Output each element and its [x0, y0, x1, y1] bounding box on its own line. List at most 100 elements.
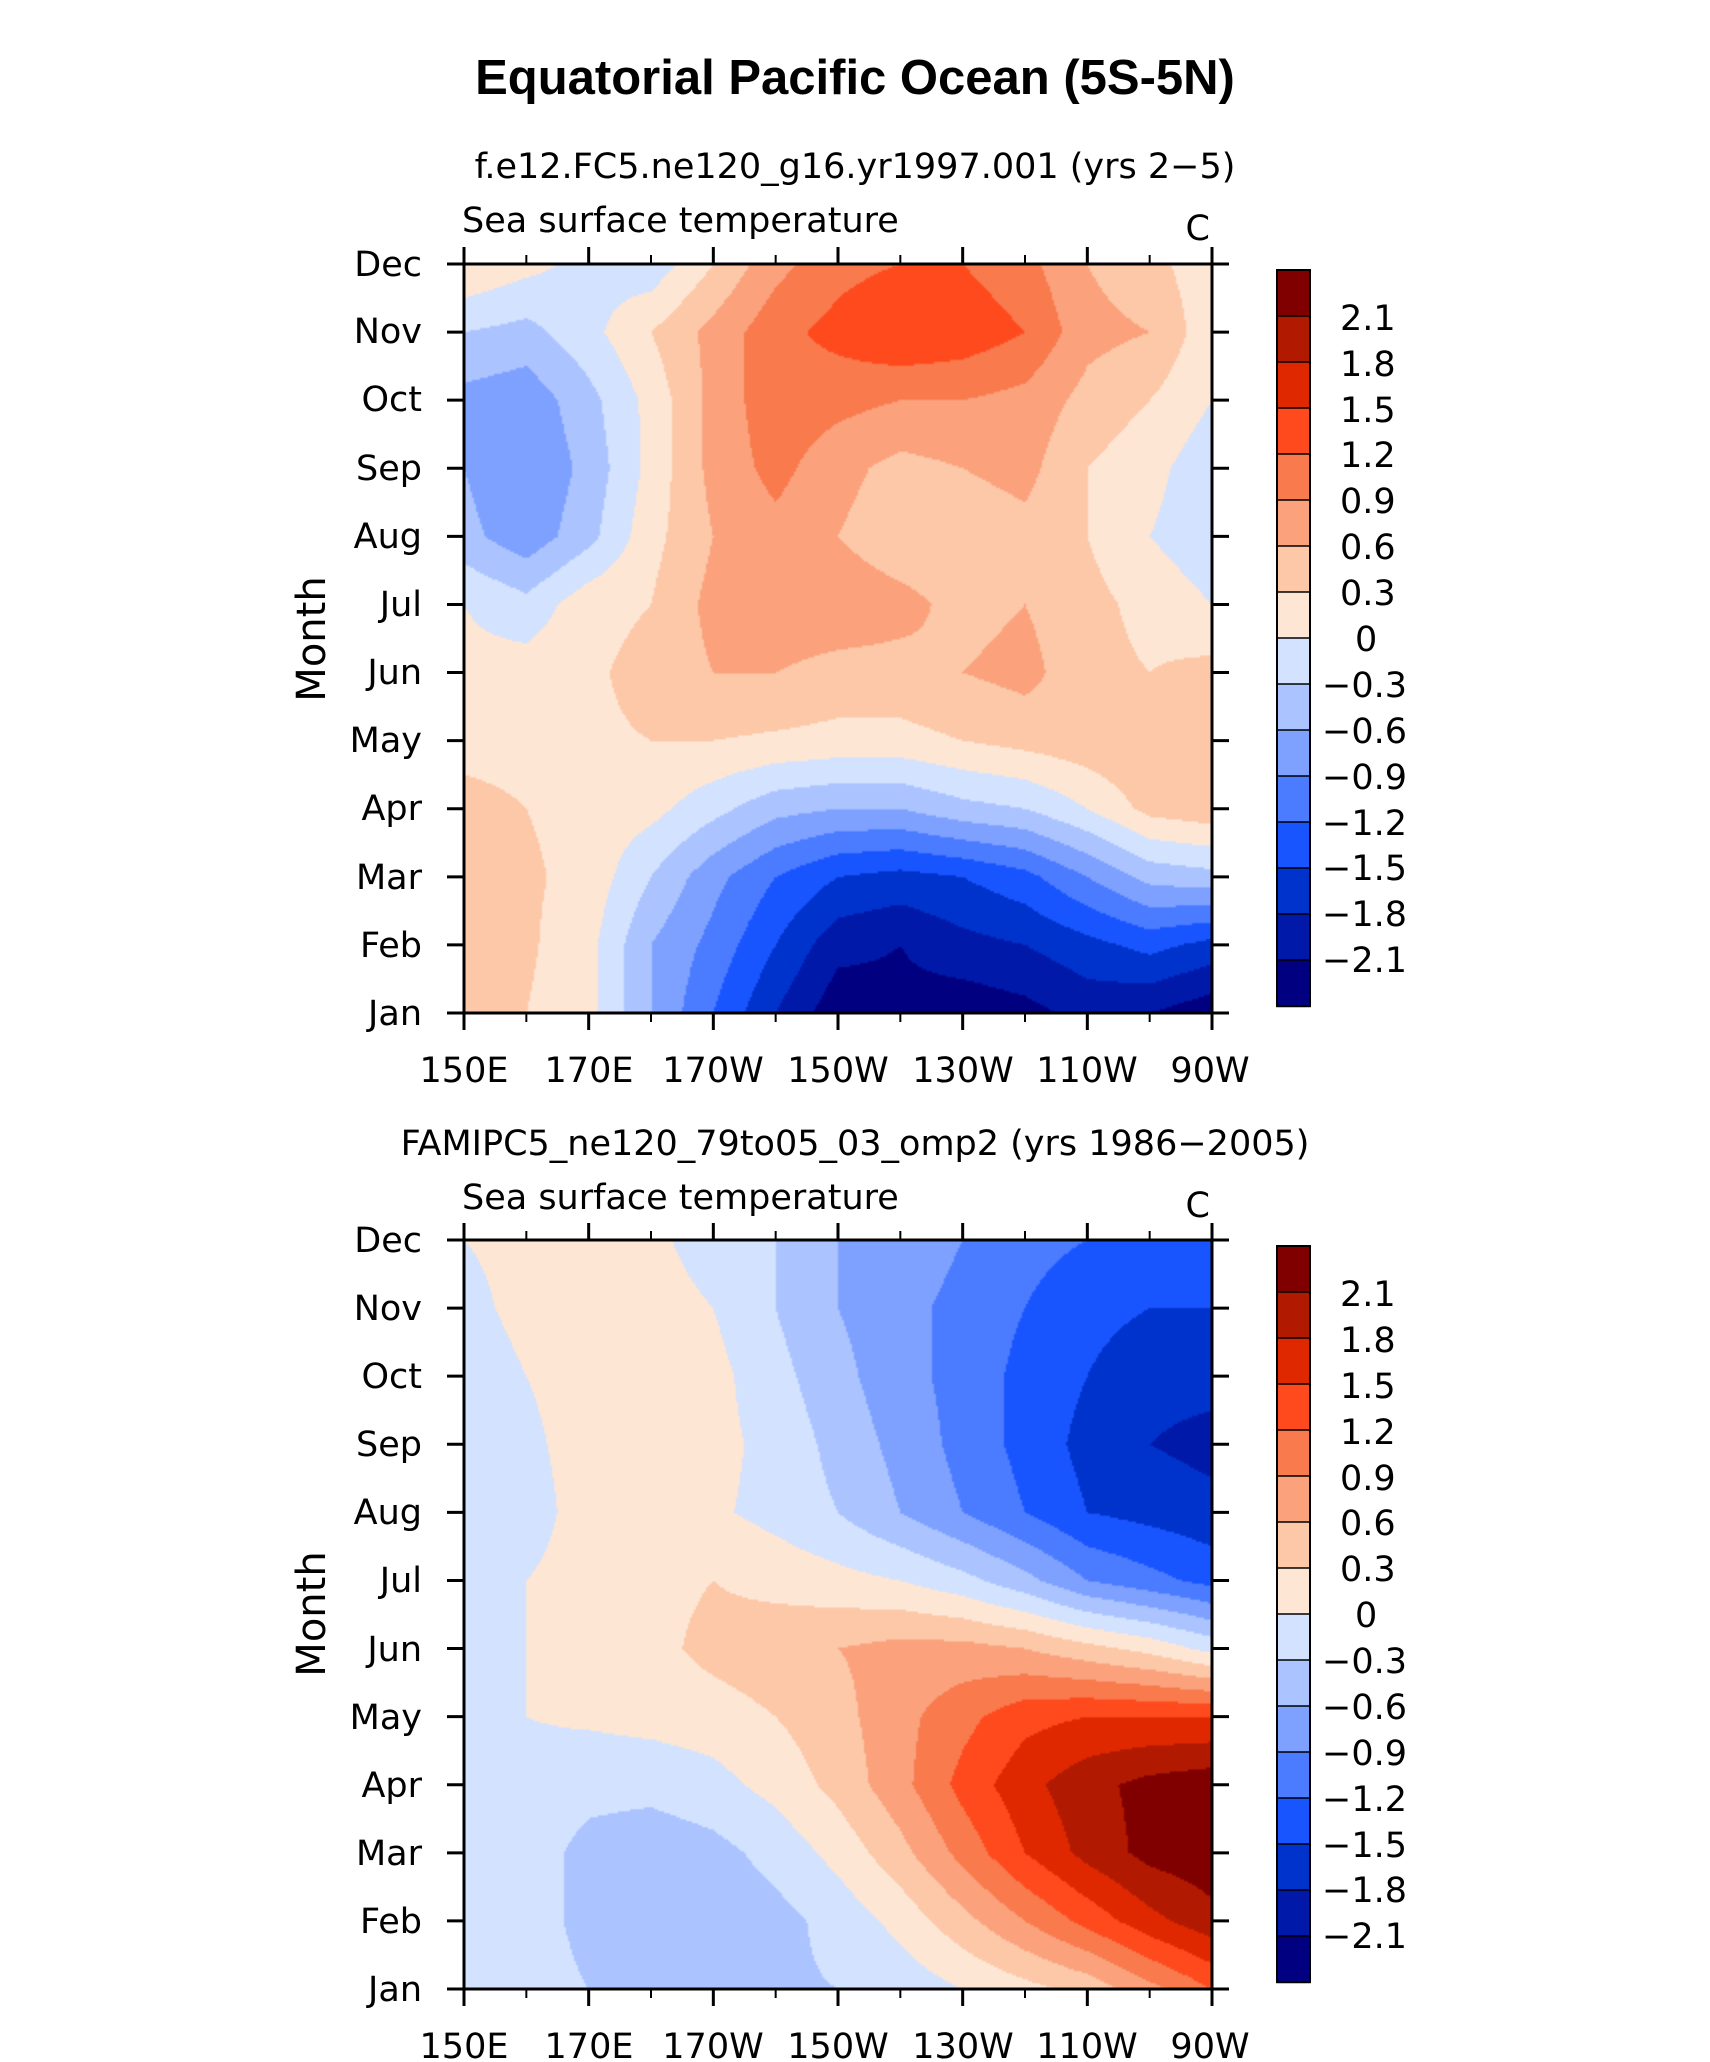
colorbar-box	[1276, 637, 1311, 686]
panel-1-colorbar-label: 0.9	[1340, 482, 1396, 522]
panel-2-ticks	[447, 1223, 1229, 2006]
panel-2-x-tick-label: 130W	[912, 2027, 1013, 2062]
colorbar-box	[1276, 1613, 1311, 1662]
panel-2-y-tick-label: Oct	[361, 1357, 422, 1397]
panel-2-y-tick-label: Mar	[356, 1834, 423, 1874]
panel-2-y-tick-label: Apr	[361, 1766, 422, 1806]
colorbar-box	[1276, 913, 1311, 962]
panel-1-colorbar-label: −1.8	[1322, 895, 1407, 935]
panel-2-y-tick-label: Feb	[360, 1902, 422, 1942]
panel-2-y-tick-label: Jul	[378, 1561, 422, 1601]
colorbar-box	[1276, 1245, 1311, 1294]
panel-2-y-tick-labels: Jan Feb Mar Apr May Jun Jul Aug Sep Oct …	[350, 1221, 423, 2010]
colorbar-box	[1276, 1751, 1311, 1800]
panel-1-y-tick-label: Nov	[354, 312, 422, 352]
colorbar-box	[1276, 1337, 1311, 1386]
figure-title: Equatorial Pacific Ocean (5S-5N)	[475, 51, 1235, 105]
colorbar-box	[1276, 1889, 1311, 1938]
panel-1-y-tick-label: May	[350, 721, 422, 761]
colorbar-box	[1276, 269, 1311, 318]
colorbar-box	[1276, 1475, 1311, 1524]
colorbar-frame	[1276, 1245, 1311, 1983]
colorbar-box	[1276, 407, 1311, 456]
panel-1-ticks	[447, 247, 1229, 1030]
colorbar-box	[1276, 867, 1311, 916]
colorbar-box	[1276, 1659, 1311, 1708]
colorbar-box	[1276, 1291, 1311, 1340]
panel-1-colorbar-label: −2.1	[1322, 941, 1407, 981]
panel-2-y-tick-label: Dec	[354, 1221, 422, 1261]
panel-1-colorbar-label: 0.6	[1340, 528, 1396, 568]
panel-1-colorbar-label: 2.1	[1340, 299, 1396, 339]
panel-1-colorbar-label: 0	[1355, 620, 1377, 660]
panel-2-colorbar-label: −2.1	[1322, 1917, 1407, 1957]
panel-2-colorbar-label: −1.5	[1322, 1826, 1407, 1866]
panel-2-y-tick-label: May	[350, 1698, 422, 1738]
panel-1-colorbar-label: 1.8	[1340, 345, 1396, 385]
panel-2-colorbar-labels: 2.1 1.8 1.5 1.2 0.9 0.6 0.3 0 −0.3 −0.6 …	[1322, 1275, 1407, 1957]
colorbar-box	[1276, 1705, 1311, 1754]
colorbar-box	[1276, 1429, 1311, 1478]
panel-2-colorbar-label: 2.1	[1340, 1275, 1396, 1315]
colorbar-box	[1276, 683, 1311, 732]
panel-1-y-tick-label: Aug	[354, 517, 422, 557]
panel-1-colorbar-label: 1.2	[1340, 436, 1396, 476]
panel-1-y-tick-label: Dec	[354, 245, 422, 285]
panel-1-left-title: Sea surface temperature	[462, 201, 899, 241]
colorbar-box	[1276, 1843, 1311, 1892]
colorbar-box	[1276, 499, 1311, 548]
panel-2-x-tick-label: 170W	[662, 2027, 763, 2062]
colorbar-frame	[1276, 269, 1311, 1007]
panel-2-colorbar-label: 0.3	[1340, 1550, 1396, 1590]
panel-1-x-tick-label: 170E	[545, 1051, 634, 1091]
panel-1-y-tick-label: Jan	[366, 994, 422, 1034]
panel-2-left-title: Sea surface temperature	[462, 1178, 899, 1218]
panel-2-x-tick-label: 150W	[787, 2027, 888, 2062]
panel-1-x-tick-label: 90W	[1170, 1051, 1249, 1091]
panel-1-case-title: f.e12.FC5.ne120_g16.yr1997.001 (yrs 2−5)	[475, 147, 1236, 187]
panel-2-colorbar-label: −1.8	[1322, 1871, 1407, 1911]
colorbar-box	[1276, 591, 1311, 640]
panel-1-y-tick-labels: Jan Feb Mar Apr May Jun Jul Aug Sep Oct …	[350, 245, 423, 1034]
panel-1-y-tick-label: Jul	[378, 585, 422, 625]
panel-2-units: C	[1186, 1186, 1210, 1226]
panel-1-x-tick-label: 170W	[662, 1051, 763, 1091]
panel-2-colorbar	[1276, 1245, 1311, 1984]
panel-1-colorbar-label: −0.3	[1322, 666, 1407, 706]
panel-2-colorbar-label: −0.6	[1322, 1688, 1407, 1728]
colorbar-box	[1276, 453, 1311, 502]
panel-2-x-tick-label: 90W	[1170, 2027, 1249, 2062]
colorbar-box	[1276, 775, 1311, 824]
panel-1-colorbar-label: −1.2	[1322, 804, 1407, 844]
colorbar-box	[1276, 545, 1311, 594]
panel-2-colorbar-label: −0.9	[1322, 1734, 1407, 1774]
panel-2-y-axis-label: Month	[289, 1551, 335, 1676]
panel-2-case-title: FAMIPC5_ne120_79to05_03_omp2 (yrs 1986−2…	[401, 1124, 1310, 1164]
panel-1-y-tick-label: Feb	[360, 926, 422, 966]
panel-1-colorbar-label: −0.9	[1322, 758, 1407, 798]
colorbar-box	[1276, 729, 1311, 778]
panel-1-y-tick-label: Oct	[361, 380, 422, 420]
panel-2-colorbar-label: 1.2	[1340, 1413, 1396, 1453]
panel-1-colorbar	[1276, 269, 1311, 1008]
colorbar-box	[1276, 1567, 1311, 1616]
panel-2-y-tick-label: Aug	[354, 1493, 422, 1533]
panel-1-x-tick-label: 110W	[1036, 1051, 1137, 1091]
panel-2-plot-area	[462, 1238, 1214, 1991]
panel-2-colorbar-label: −1.2	[1322, 1780, 1407, 1820]
colorbar-box	[1276, 361, 1311, 410]
colorbar-box	[1276, 821, 1311, 870]
panel-1-x-tick-label: 150E	[420, 1051, 509, 1091]
panel-1-plot-area	[462, 262, 1214, 1015]
panel-1-y-tick-label: Sep	[356, 449, 422, 489]
panel-1-units: C	[1186, 209, 1210, 249]
panel-1-y-tick-label: Jun	[365, 653, 422, 693]
panel-2-y-tick-label: Jan	[366, 1970, 422, 2010]
panel-2-x-tick-label: 150E	[420, 2027, 509, 2062]
panel-1: f.e12.FC5.ne120_g16.yr1997.001 (yrs 2−5)…	[289, 147, 1407, 1091]
panel-2: FAMIPC5_ne120_79to05_03_omp2 (yrs 1986−2…	[289, 1124, 1407, 2062]
panel-2-colorbar-label: 1.8	[1340, 1321, 1396, 1361]
panel-1-y-tick-label: Apr	[361, 789, 422, 829]
panel-2-colorbar-label: 0	[1355, 1596, 1377, 1636]
